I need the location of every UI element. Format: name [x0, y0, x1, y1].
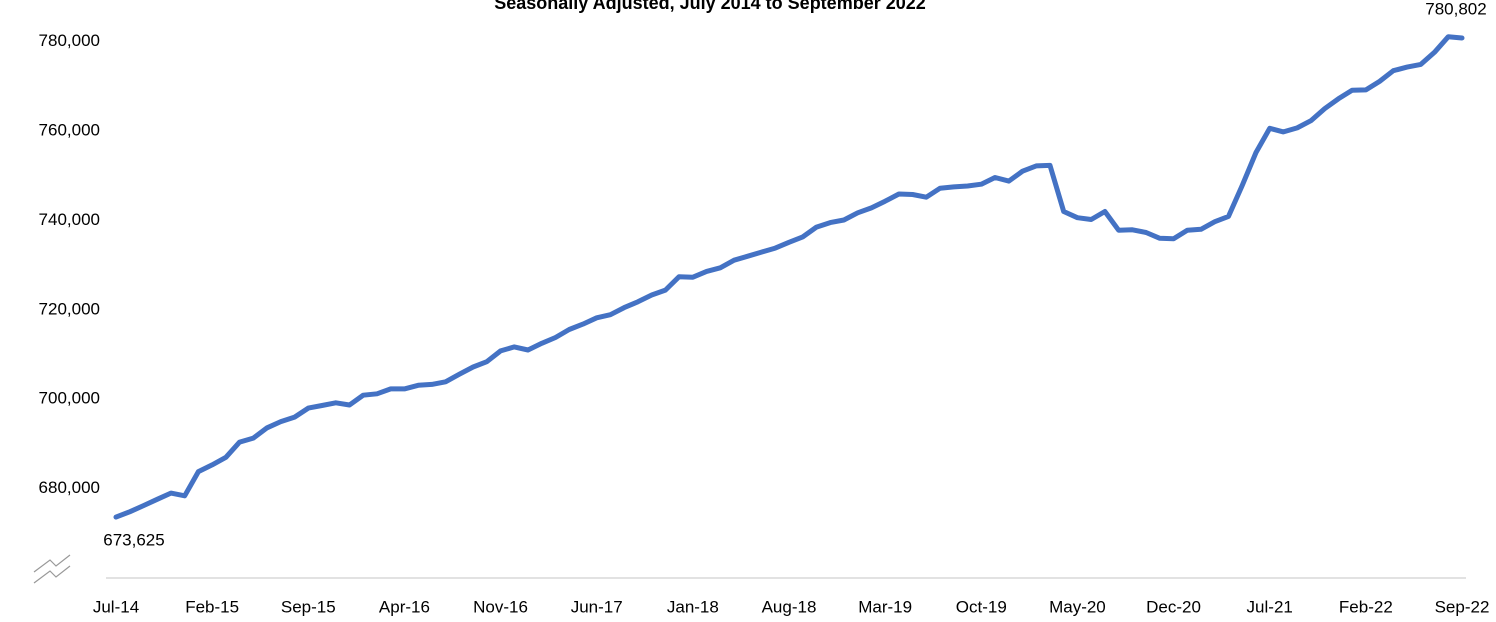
x-tick-label: Jul-14: [93, 597, 139, 616]
x-tick-label: Sep-22: [1435, 597, 1490, 616]
data-label: 673,625: [103, 531, 164, 550]
x-tick-label: Feb-22: [1339, 597, 1393, 616]
y-tick-label: 680,000: [39, 478, 100, 497]
y-tick-label: 780,000: [39, 31, 100, 50]
x-tick-label: Sep-15: [281, 597, 336, 616]
x-tick-label: Apr-16: [379, 597, 430, 616]
y-tick-label: 700,000: [39, 389, 100, 408]
x-tick-label: Feb-15: [185, 597, 239, 616]
x-tick-label: Mar-19: [858, 597, 912, 616]
y-tick-label: 740,000: [39, 210, 100, 229]
x-tick-label: Dec-20: [1146, 597, 1201, 616]
chart-title: Seasonally Adjusted, July 2014 to Septem…: [494, 0, 926, 13]
x-tick-label: Nov-16: [473, 597, 528, 616]
x-tick-label: Aug-18: [762, 597, 817, 616]
x-tick-label: Oct-19: [956, 597, 1007, 616]
x-tick-label: May-20: [1049, 597, 1106, 616]
series-line: [113, 34, 1465, 520]
axis-break: [33, 554, 71, 584]
y-tick-label: 760,000: [39, 120, 100, 139]
y-tick-label: 720,000: [39, 299, 100, 318]
x-tick-label: Jun-17: [571, 597, 623, 616]
x-tick-label: Jan-18: [667, 597, 719, 616]
data-label: 780,802: [1425, 0, 1486, 18]
x-tick-label: Jul-21: [1247, 597, 1293, 616]
